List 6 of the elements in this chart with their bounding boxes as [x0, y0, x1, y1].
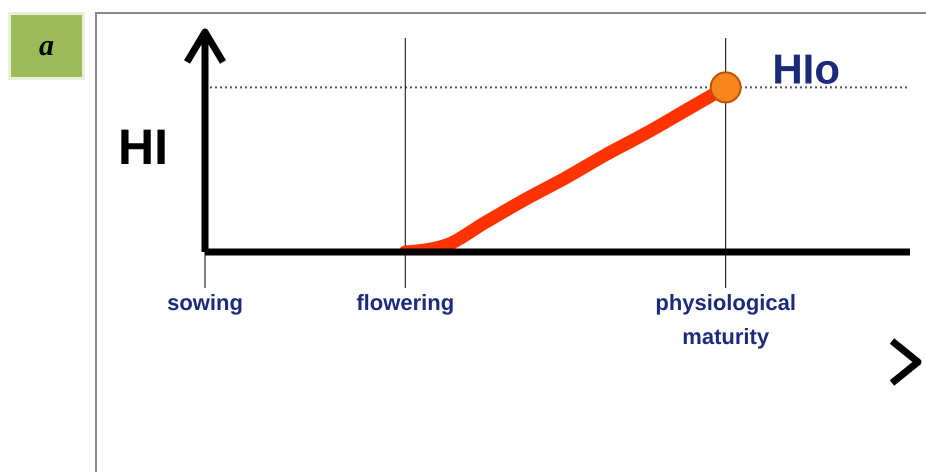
ref-line-label: HIo — [772, 45, 840, 92]
x-tick-label: sowing — [167, 290, 243, 315]
text: a — [8, 12, 85, 80]
x-tick-label: flowering — [356, 290, 454, 315]
x-tick-label: physiological maturity — [655, 290, 796, 349]
y-axis-title: HI — [118, 118, 168, 176]
